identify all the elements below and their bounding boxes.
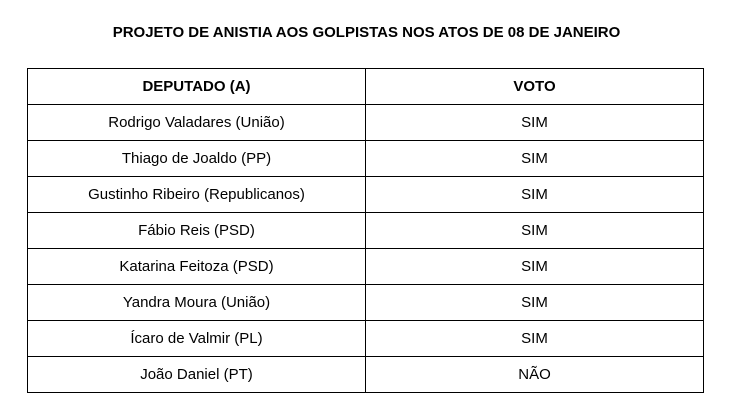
table-header-row: DEPUTADO (A) VOTO bbox=[27, 68, 704, 105]
deputy-cell: Ícaro de Valmir (PL) bbox=[27, 320, 366, 357]
table-row: Fábio Reis (PSD) SIM bbox=[27, 212, 704, 249]
vote-cell: SIM bbox=[365, 176, 704, 213]
deputy-cell: Fábio Reis (PSD) bbox=[27, 212, 366, 249]
table-row: Thiago de Joaldo (PP) SIM bbox=[27, 140, 704, 177]
table-row: Yandra Moura (União) SIM bbox=[27, 284, 704, 321]
vote-cell: SIM bbox=[365, 248, 704, 285]
table-row: João Daniel (PT) NÃO bbox=[27, 356, 704, 393]
deputy-cell: João Daniel (PT) bbox=[27, 356, 366, 393]
vote-cell: SIM bbox=[365, 284, 704, 321]
vote-cell: SIM bbox=[365, 140, 704, 177]
table-row: Ícaro de Valmir (PL) SIM bbox=[27, 320, 704, 357]
vote-cell: SIM bbox=[365, 212, 704, 249]
table-row: Rodrigo Valadares (União) SIM bbox=[27, 104, 704, 141]
deputy-cell: Rodrigo Valadares (União) bbox=[27, 104, 366, 141]
table-row: Gustinho Ribeiro (Republicanos) SIM bbox=[27, 176, 704, 213]
header-deputy: DEPUTADO (A) bbox=[27, 68, 366, 105]
vote-cell: SIM bbox=[365, 320, 704, 357]
deputy-cell: Yandra Moura (União) bbox=[27, 284, 366, 321]
deputy-cell: Gustinho Ribeiro (Republicanos) bbox=[27, 176, 366, 213]
document-title: PROJETO DE ANISTIA AOS GOLPISTAS NOS ATO… bbox=[112, 24, 621, 41]
vote-cell: NÃO bbox=[365, 356, 704, 393]
deputy-cell: Katarina Feitoza (PSD) bbox=[27, 248, 366, 285]
vote-cell: SIM bbox=[365, 104, 704, 141]
table-row: Katarina Feitoza (PSD) SIM bbox=[27, 248, 704, 285]
header-vote: VOTO bbox=[365, 68, 704, 105]
votes-table: DEPUTADO (A) VOTO Rodrigo Valadares (Uni… bbox=[27, 68, 704, 393]
deputy-cell: Thiago de Joaldo (PP) bbox=[27, 140, 366, 177]
